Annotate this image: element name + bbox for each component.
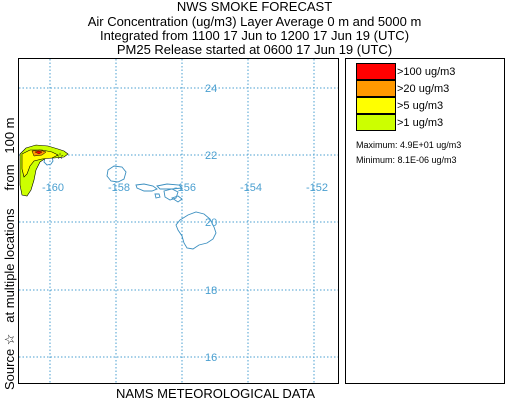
source-label: Source ☆ at multiple locations from 100 … <box>2 117 17 391</box>
integration-line: Integrated from 1100 17 Jun to 1200 17 J… <box>99 28 410 43</box>
source-star-icon: ☆ <box>56 151 64 161</box>
longitude-label: -154 <box>240 182 262 194</box>
legend-label-20: >20 ug/m3 <box>397 82 450 95</box>
graticule <box>19 59 338 383</box>
grid-labels: -160 -158 -156 -154 -152 24 22 20 18 16 <box>42 83 328 364</box>
kauai-island <box>106 165 127 183</box>
legend-swatch-1 <box>356 114 396 131</box>
latitude-label: 18 <box>205 285 217 297</box>
legend-label-5: >5 ug/m3 <box>397 99 444 112</box>
smoke-plume: ☆ <box>19 144 69 197</box>
release-line: PM25 Release started at 0600 17 Jun 19 (… <box>116 42 393 57</box>
legend-item-5: >5 ug/m3 <box>356 97 443 114</box>
minimum-value: Minimum: 8.1E-06 ug/m3 <box>356 155 457 165</box>
footer-label: NAMS METEOROLOGICAL DATA <box>115 386 316 401</box>
lanai-island <box>154 193 161 199</box>
legend-swatch-100 <box>356 63 396 80</box>
coastline <box>43 154 217 250</box>
legend-swatch-5 <box>356 97 396 114</box>
legend-label-1: >1 ug/m3 <box>397 116 444 129</box>
hawaii-island <box>175 211 217 250</box>
longitude-label: -160 <box>42 182 64 194</box>
oahu-island <box>135 183 158 192</box>
legend-swatch-20 <box>356 80 396 97</box>
map-panel: ☆ -160 -158 -156 -154 -152 24 22 20 18 16 <box>18 58 339 384</box>
longitude-label: -158 <box>108 182 130 194</box>
map-frame <box>18 58 339 384</box>
concentration-line: Air Concentration (ug/m3) Layer Average … <box>87 14 422 29</box>
latitude-label: 22 <box>205 150 217 162</box>
legend-panel: >100 ug/m3 >20 ug/m3 >5 ug/m3 >1 ug/m3 M… <box>345 58 505 384</box>
plume-contour-5 <box>21 149 59 178</box>
maui-island <box>163 188 183 203</box>
latitude-label: 20 <box>205 217 217 229</box>
legend-item-100: >100 ug/m3 <box>356 63 455 80</box>
map-title: NWS SMOKE FORECAST <box>176 0 333 14</box>
maximum-value: Maximum: 4.9E+01 ug/m3 <box>356 140 462 150</box>
legend-label-100: >100 ug/m3 <box>397 65 456 78</box>
longitude-label: -156 <box>174 182 196 194</box>
latitude-label: 24 <box>205 83 217 95</box>
plume-contour-100 <box>34 150 43 155</box>
legend-item-20: >20 ug/m3 <box>356 80 449 97</box>
latitude-label: 16 <box>205 352 217 364</box>
map-canvas: ☆ -160 -158 -156 -154 -152 24 22 20 18 16 <box>18 58 339 384</box>
longitude-label: -152 <box>306 182 328 194</box>
molokai-island <box>156 183 183 190</box>
legend-item-1: >1 ug/m3 <box>356 114 443 131</box>
